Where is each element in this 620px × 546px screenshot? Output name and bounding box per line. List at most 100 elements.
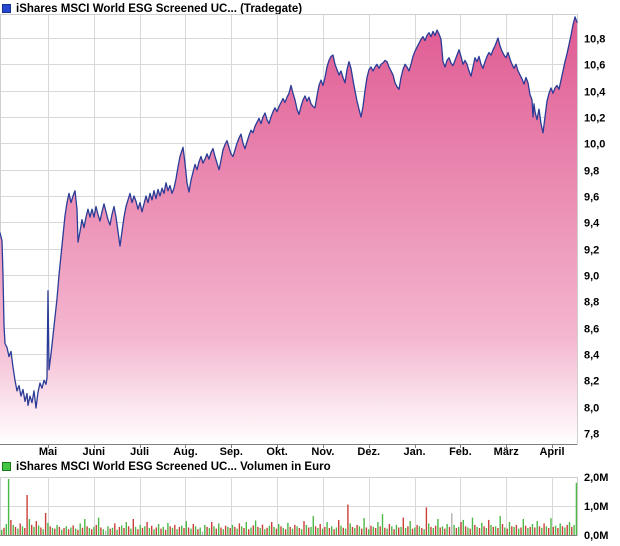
volume-bar — [335, 527, 338, 535]
volume-bar — [534, 527, 536, 535]
volume-bar — [478, 528, 481, 535]
price-x-axis-label: März — [494, 446, 520, 458]
volume-bar — [278, 524, 280, 535]
volume-bar — [7, 479, 10, 535]
volume-bar — [164, 529, 167, 535]
volume-bar — [326, 522, 328, 535]
volume-bar — [10, 519, 12, 535]
volume-bar — [31, 524, 33, 535]
volume-bar — [416, 524, 418, 535]
volume-bar — [238, 523, 241, 535]
volume-bar — [361, 528, 363, 535]
volume-bar — [86, 526, 88, 535]
volume-bar — [100, 527, 102, 535]
price-x-axis-label: Juli — [130, 446, 149, 458]
volume-bar — [218, 523, 220, 535]
volume-bar — [506, 528, 508, 535]
volume-bar — [162, 526, 164, 535]
price-y-axis-label: 9,4 — [584, 218, 600, 230]
volume-bar — [273, 526, 275, 535]
volume-bar — [95, 524, 97, 535]
price-y-axis-label: 8,0 — [584, 403, 599, 415]
price-x-axis-label: Okt. — [266, 446, 287, 458]
volume-bar — [308, 527, 310, 535]
volume-bar — [381, 514, 384, 535]
volume-bar — [400, 526, 402, 535]
volume-bar — [372, 526, 374, 535]
volume-bar — [114, 523, 116, 535]
volume-bar — [460, 522, 462, 535]
volume-bar — [67, 529, 70, 535]
volume-bar — [467, 527, 469, 535]
volume-bar — [206, 526, 208, 535]
volume-bar — [236, 528, 238, 535]
volume-bar — [481, 522, 483, 535]
volume-bar — [127, 526, 130, 535]
volume-bar — [74, 528, 77, 535]
volume-bar — [56, 524, 58, 535]
volume-bar — [280, 526, 282, 535]
volume-bar — [561, 526, 564, 535]
volume-bar — [497, 528, 499, 535]
volume-bar — [414, 527, 416, 535]
volume-bar — [393, 529, 395, 535]
price-y-axis-label: 9,8 — [584, 166, 599, 178]
volume-bar — [125, 522, 127, 535]
volume-bar — [404, 528, 407, 535]
volume-bar — [554, 525, 557, 535]
volume-bar — [178, 526, 181, 535]
volume-bar — [338, 519, 340, 535]
volume-bar — [28, 519, 31, 535]
volume-bar — [541, 527, 543, 536]
volume-bar — [575, 482, 578, 535]
price-y-axis-label: 9,0 — [584, 271, 599, 283]
volume-bar — [250, 527, 252, 535]
volume-bar — [91, 529, 93, 535]
volume-bar — [310, 526, 312, 535]
price-x-axis-label: Jan. — [404, 446, 426, 458]
volume-bar — [132, 519, 134, 535]
volume-bar — [328, 528, 331, 535]
volume-bar — [51, 527, 54, 536]
volume-y-axis-label: 0,0M — [584, 530, 608, 542]
volume-bar — [241, 526, 243, 535]
volume-bar — [391, 526, 393, 535]
volume-bar — [17, 528, 19, 535]
volume-bar — [368, 529, 370, 535]
price-x-axis-label: April — [539, 446, 564, 458]
volume-bar — [333, 529, 335, 535]
volume-bar — [398, 527, 400, 535]
price-chart-header: iShares MSCI World ESG Screened UC... (T… — [2, 2, 302, 15]
volume-bar — [197, 529, 199, 535]
volume-bar — [40, 527, 42, 535]
volume-bar — [434, 525, 437, 535]
volume-bar — [557, 528, 559, 535]
volume-bar — [61, 529, 63, 535]
volume-bar — [317, 528, 319, 535]
volume-bar — [174, 524, 176, 535]
volume-bar — [388, 524, 391, 535]
volume-bar — [511, 526, 513, 535]
volume-bar — [485, 528, 488, 535]
volume-bar — [314, 526, 317, 535]
volume-bar — [220, 527, 222, 535]
volume-bar — [187, 527, 190, 535]
volume-bar — [234, 526, 236, 535]
volume-bar — [245, 522, 247, 535]
volume-bar — [568, 522, 571, 535]
volume-bar — [102, 529, 104, 535]
volume-bar — [464, 526, 467, 535]
volume-bar — [5, 524, 7, 535]
volume-bar — [423, 529, 425, 535]
volume-bar — [21, 526, 24, 535]
volume-bar — [257, 526, 259, 535]
volume-bar — [508, 522, 511, 535]
volume-bar — [455, 528, 458, 535]
volume-bar — [14, 526, 17, 535]
volume-bar — [259, 528, 261, 535]
volume-bar — [130, 528, 132, 535]
volume-bar — [529, 526, 531, 535]
volume-bar — [169, 526, 171, 535]
volume-bar — [141, 527, 144, 536]
